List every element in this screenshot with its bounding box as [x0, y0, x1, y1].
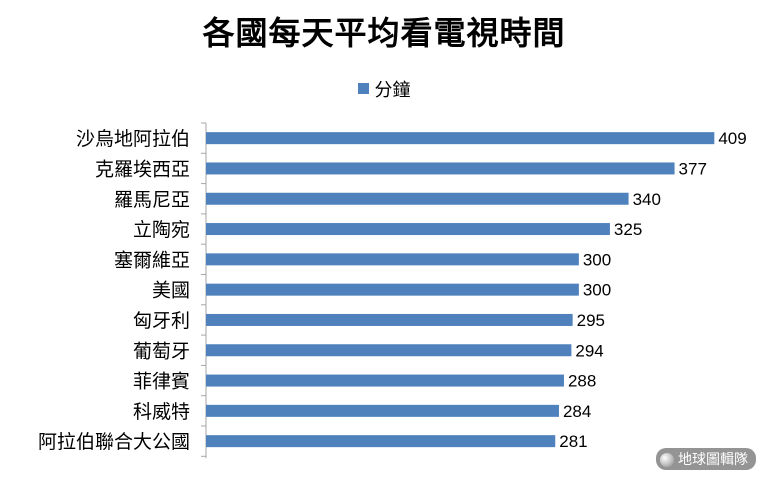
data-label: 295	[577, 311, 605, 330]
category-label: 沙烏地阿拉伯	[76, 128, 190, 150]
category-label: 美國	[152, 280, 190, 302]
data-label: 409	[718, 129, 746, 148]
bar	[206, 192, 629, 205]
bar	[206, 435, 556, 448]
data-label: 300	[583, 281, 611, 300]
bar	[206, 253, 579, 266]
category-label: 葡萄牙	[133, 340, 190, 362]
bar	[206, 283, 579, 296]
watermark-text: 地球圖輯隊	[678, 452, 748, 468]
data-label: 281	[559, 432, 587, 451]
bar	[206, 313, 573, 326]
globe-icon	[660, 453, 674, 467]
data-label: 300	[583, 250, 611, 269]
legend-swatch	[357, 82, 369, 94]
legend-label: 分鐘	[374, 80, 411, 101]
category-label: 羅馬尼亞	[114, 189, 190, 211]
bar	[206, 162, 675, 175]
chart-title: 各國每天平均看電視時間	[202, 14, 566, 52]
bar	[206, 132, 715, 145]
category-label: 菲律賓	[133, 371, 190, 393]
category-label: 阿拉伯聯合大公國	[38, 431, 190, 453]
data-label: 325	[614, 220, 642, 239]
category-label: 克羅埃西亞	[95, 158, 190, 180]
bar	[206, 374, 564, 387]
data-label: 284	[563, 402, 591, 421]
watermark-logo: 地球圖輯隊	[656, 448, 756, 470]
bar	[206, 344, 572, 357]
category-label: 立陶宛	[133, 219, 190, 241]
category-label: 塞爾維亞	[114, 249, 190, 271]
category-label: 科威特	[133, 401, 190, 423]
data-label: 340	[633, 190, 661, 209]
data-label: 377	[679, 159, 707, 178]
legend: 分鐘	[0, 76, 768, 102]
data-label: 294	[575, 341, 603, 360]
bar	[206, 223, 610, 236]
category-label: 匈牙利	[133, 310, 190, 332]
bar	[206, 404, 559, 417]
data-label: 288	[568, 372, 596, 391]
